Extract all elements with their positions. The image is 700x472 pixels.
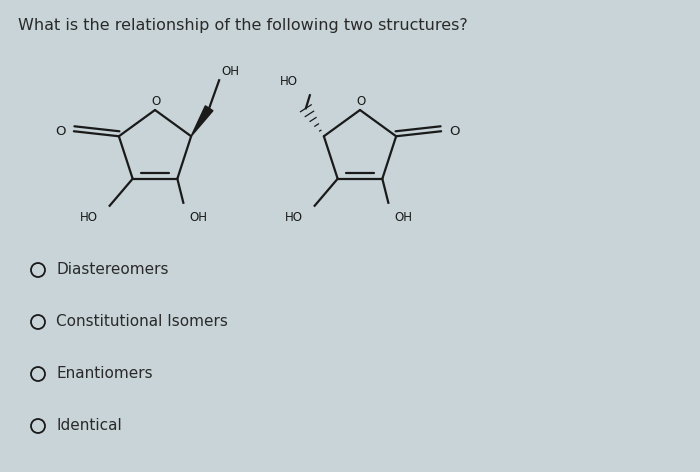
Text: O: O (356, 95, 365, 108)
Text: HO: HO (285, 211, 302, 224)
Text: What is the relationship of the following two structures?: What is the relationship of the followin… (18, 18, 468, 33)
Text: OH: OH (394, 211, 412, 224)
Text: O: O (55, 125, 66, 138)
Text: OH: OH (221, 65, 239, 78)
Text: OH: OH (189, 211, 207, 224)
Text: HO: HO (280, 75, 298, 88)
Text: O: O (151, 95, 160, 108)
Text: Enantiomers: Enantiomers (56, 366, 153, 381)
Text: O: O (449, 125, 460, 138)
Text: Constitutional Isomers: Constitutional Isomers (56, 314, 228, 329)
Text: HO: HO (80, 211, 98, 224)
Text: Diastereomers: Diastereomers (56, 262, 169, 278)
Polygon shape (191, 106, 213, 136)
Text: Identical: Identical (56, 419, 122, 433)
